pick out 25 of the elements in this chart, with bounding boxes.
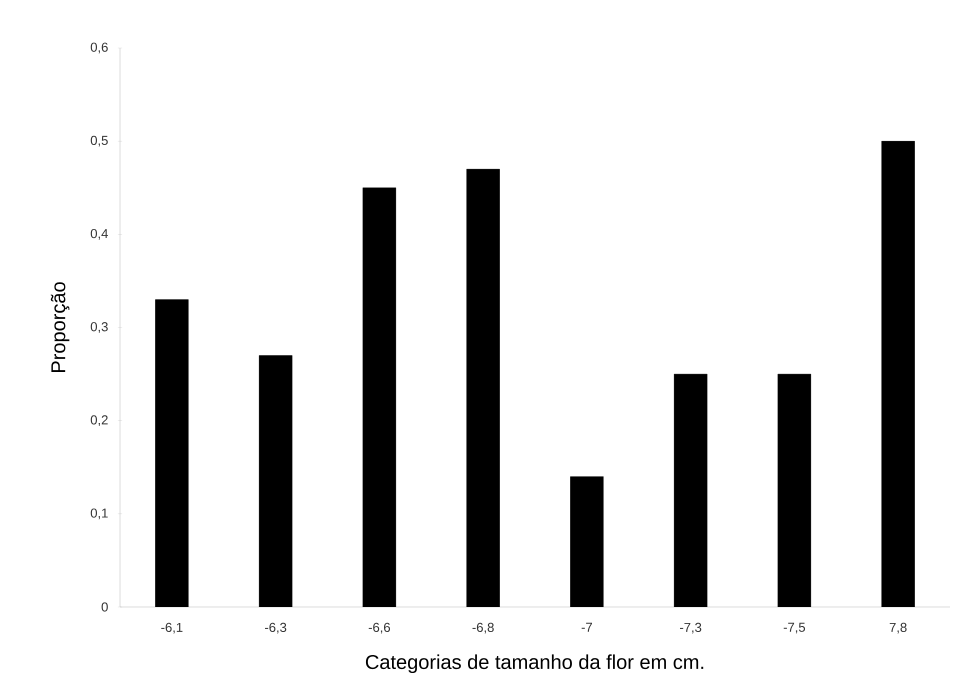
y-tick-label: 0,3 <box>90 322 108 333</box>
bar <box>674 374 708 607</box>
bar <box>881 140 915 607</box>
bar <box>362 188 396 607</box>
bar <box>778 374 812 607</box>
bar <box>570 476 604 607</box>
x-tick-label: -7,5 <box>784 622 806 634</box>
x-tick-label: -6,3 <box>265 622 286 634</box>
y-tick-label: 0,6 <box>90 42 108 54</box>
y-tick-label: 0,5 <box>90 136 108 147</box>
bar <box>466 168 500 607</box>
x-tick-label: -6,8 <box>472 622 494 634</box>
bar <box>258 355 292 607</box>
x-tick-label: -6,1 <box>161 622 182 634</box>
x-tick-label: -7 <box>582 622 592 632</box>
y-tick-label: 0,1 <box>90 508 108 520</box>
bar <box>155 299 189 607</box>
x-axis-title: Categorias de tamanho da flor em cm. <box>366 654 704 674</box>
y-tick-label: 0,4 <box>90 228 108 240</box>
y-tick-label: 0 <box>102 602 108 612</box>
x-tick-label: -7,3 <box>680 622 702 634</box>
x-tick-label: -6,6 <box>368 622 390 634</box>
y-axis-title: Proporção <box>50 282 70 372</box>
x-tick-label: 7,8 <box>890 622 907 634</box>
y-tick-label: 0,2 <box>90 415 108 426</box>
